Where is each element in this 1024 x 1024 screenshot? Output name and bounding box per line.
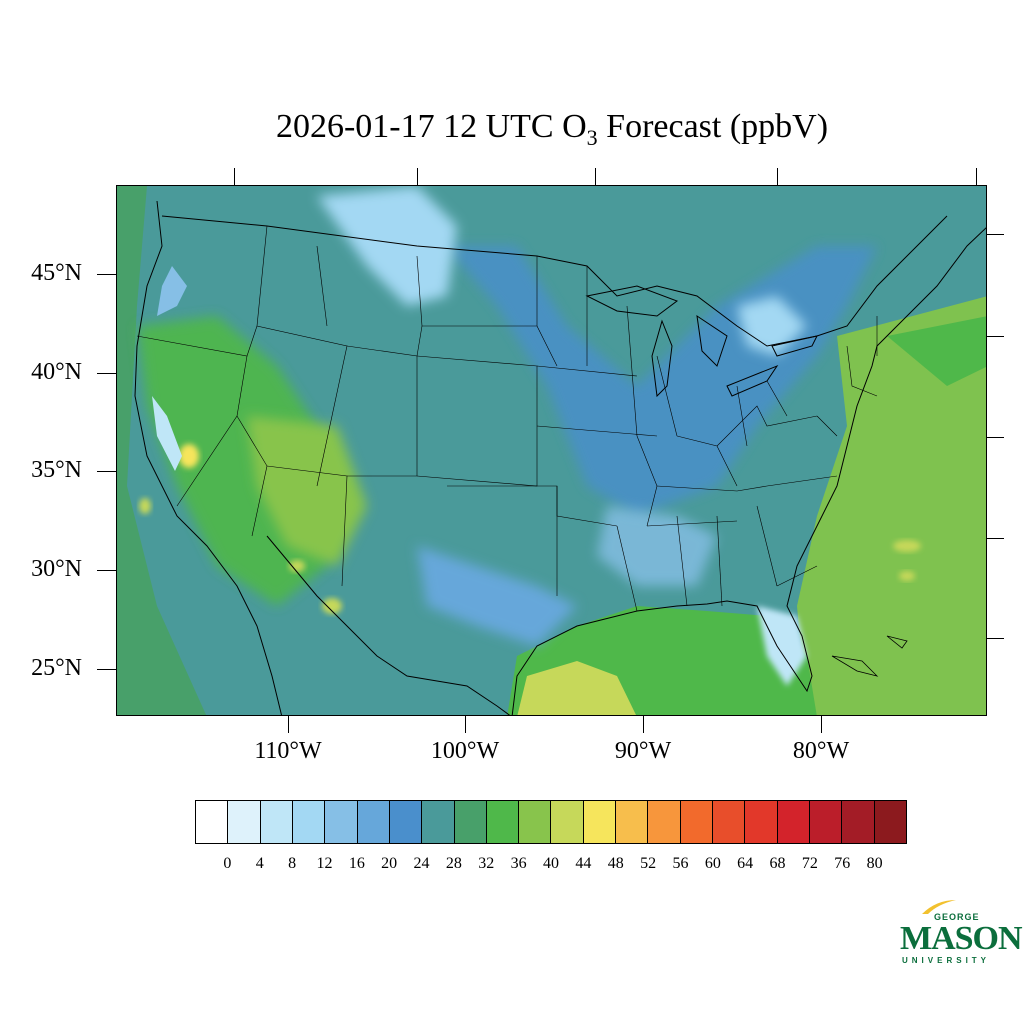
logo-swoosh-icon: [922, 900, 956, 914]
left-tick: [97, 274, 116, 275]
colorbar-label: 8: [288, 855, 297, 872]
colorbar-swatch: [648, 801, 681, 843]
top-tick: [234, 168, 235, 185]
lat-label-35n: 35°N: [31, 457, 82, 483]
bottom-tick: [465, 716, 466, 733]
west-coastline: [134, 200, 283, 715]
colorbar-label: 4: [255, 855, 264, 872]
colorbar-label: 48: [607, 855, 624, 872]
colorbar-swatch: [616, 801, 649, 843]
colorbar-swatch: [486, 801, 520, 843]
colorbar-label: 16: [348, 855, 365, 872]
pacific-ozone-region: [117, 186, 207, 715]
colorbar-label: 12: [316, 855, 333, 872]
logo-line-university: UNIVERSITY: [902, 956, 991, 965]
colorbar-label: 52: [640, 855, 657, 872]
ozone-forecast-map: [116, 185, 987, 716]
colorbar-label: 28: [445, 855, 462, 872]
top-tick: [595, 168, 596, 185]
east-coastline: [511, 227, 986, 715]
lon-label-110w: 110°W: [254, 738, 322, 764]
colorbar: [195, 800, 907, 844]
colorbar-label: 76: [834, 855, 851, 872]
colorbar-swatch: [260, 801, 293, 843]
lat-label-45n: 45°N: [31, 260, 82, 286]
colorbar-label: 60: [704, 855, 721, 872]
colorbar-label: 0: [223, 855, 232, 872]
lat-label-25n: 25°N: [31, 655, 82, 681]
top-tick: [976, 168, 977, 185]
colorbar-label: 72: [801, 855, 818, 872]
right-tick: [987, 538, 1004, 539]
top-tick: [777, 168, 778, 185]
colorbar-swatch: [422, 801, 455, 843]
left-tick: [97, 669, 116, 670]
title-prefix: 2026-01-17 12 UTC O: [275, 108, 587, 145]
colorbar-swatch: [196, 801, 229, 843]
colorbar-swatch: [228, 801, 261, 843]
colorbar-label: 24: [413, 855, 430, 872]
right-tick: [987, 234, 1004, 235]
colorbar-swatch: [389, 801, 423, 843]
colorbar-swatch: [842, 801, 875, 843]
lake-michigan: [651, 319, 673, 398]
right-tick: [987, 336, 1004, 337]
gmu-logo: GEORGE MASON UNIVERSITY: [898, 898, 1023, 968]
lon-label-90w: 90°W: [614, 738, 672, 764]
left-tick: [97, 471, 116, 472]
colorbar-label: 20: [381, 855, 398, 872]
atlantic-ozone-region: [797, 296, 986, 715]
lon-label-80w: 80°W: [792, 738, 850, 764]
logo-line-mason: MASON: [900, 920, 1023, 957]
colorbar-swatch: [583, 801, 617, 843]
lon-label-100w: 100°W: [430, 738, 500, 764]
colorbar-label: 64: [737, 855, 754, 872]
colorbar-swatch: [551, 801, 584, 843]
left-tick: [97, 373, 116, 374]
colorbar-label: 36: [510, 855, 527, 872]
lake-superior: [585, 285, 679, 317]
title-subscript: 3: [586, 124, 598, 150]
colorbar-label: 68: [769, 855, 786, 872]
colorbar-swatch: [357, 801, 390, 843]
colorbar-swatch: [777, 801, 810, 843]
logo-line-george: GEORGE: [934, 912, 980, 922]
bottom-tick: [288, 716, 289, 733]
map-title: 2026-01-17 12 UTC O3 Forecast (ppbV): [0, 108, 1024, 151]
top-tick: [417, 168, 418, 185]
colorbar-label: 80: [866, 855, 883, 872]
colorbar-swatch: [874, 801, 906, 843]
mexico-border: [266, 535, 511, 715]
colorbar-swatch: [809, 801, 843, 843]
title-suffix: Forecast (ppbV): [597, 108, 829, 145]
colorbar-swatch: [454, 801, 487, 843]
lat-label-40n: 40°N: [31, 359, 82, 385]
colorbar-label: 56: [672, 855, 689, 872]
cuba: [831, 655, 879, 677]
bottom-tick: [821, 716, 822, 733]
colorbar-swatch: [519, 801, 552, 843]
right-tick: [987, 638, 1004, 639]
colorbar-swatch: [325, 801, 358, 843]
colorbar-swatch: [745, 801, 778, 843]
canada-border: [161, 215, 948, 347]
colorbar-swatch: [680, 801, 713, 843]
colorbar-label: 40: [543, 855, 559, 872]
colorbar-label: 32: [478, 855, 495, 872]
lake-huron: [696, 314, 728, 367]
colorbar-swatch: [292, 801, 326, 843]
colorbar-swatch: [713, 801, 746, 843]
left-tick: [97, 570, 116, 571]
lat-label-30n: 30°N: [31, 556, 82, 582]
right-tick: [987, 437, 1004, 438]
map-canvas: [117, 186, 986, 715]
bottom-tick: [643, 716, 644, 733]
colorbar-label: 44: [575, 855, 592, 872]
lake-ontario: [771, 335, 818, 357]
state-borders: [136, 225, 878, 612]
